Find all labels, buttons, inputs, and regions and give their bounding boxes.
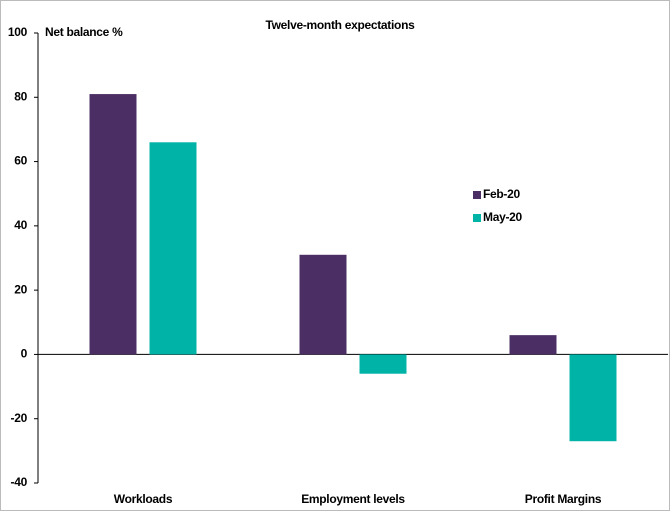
bar [569, 354, 617, 442]
bar [299, 254, 347, 355]
y-tick-label: 60 [14, 154, 27, 168]
chart-title: Twelve-month expectations [266, 18, 416, 32]
x-tick-label: Profit Margins [525, 492, 602, 506]
legend-label: May-20 [483, 210, 523, 224]
y-tick-label: 0 [21, 347, 28, 361]
bar [359, 354, 407, 374]
y-tick-label: 100 [8, 25, 28, 39]
bar [149, 142, 197, 355]
y-axis-label: Net balance % [45, 25, 123, 39]
y-tick-label: 40 [14, 218, 27, 232]
x-tick-label: Employment levels [301, 492, 405, 506]
y-tick-label: -40 [11, 475, 28, 489]
bar [89, 94, 137, 355]
legend-swatch [473, 214, 481, 222]
x-tick-label: Workloads [114, 492, 173, 506]
y-tick-label: 80 [14, 89, 27, 103]
y-tick-label: 20 [14, 282, 27, 296]
legend-label: Feb-20 [483, 187, 521, 201]
legend-swatch [473, 191, 481, 199]
y-tick-label: -20 [11, 411, 28, 425]
bar [509, 335, 557, 355]
